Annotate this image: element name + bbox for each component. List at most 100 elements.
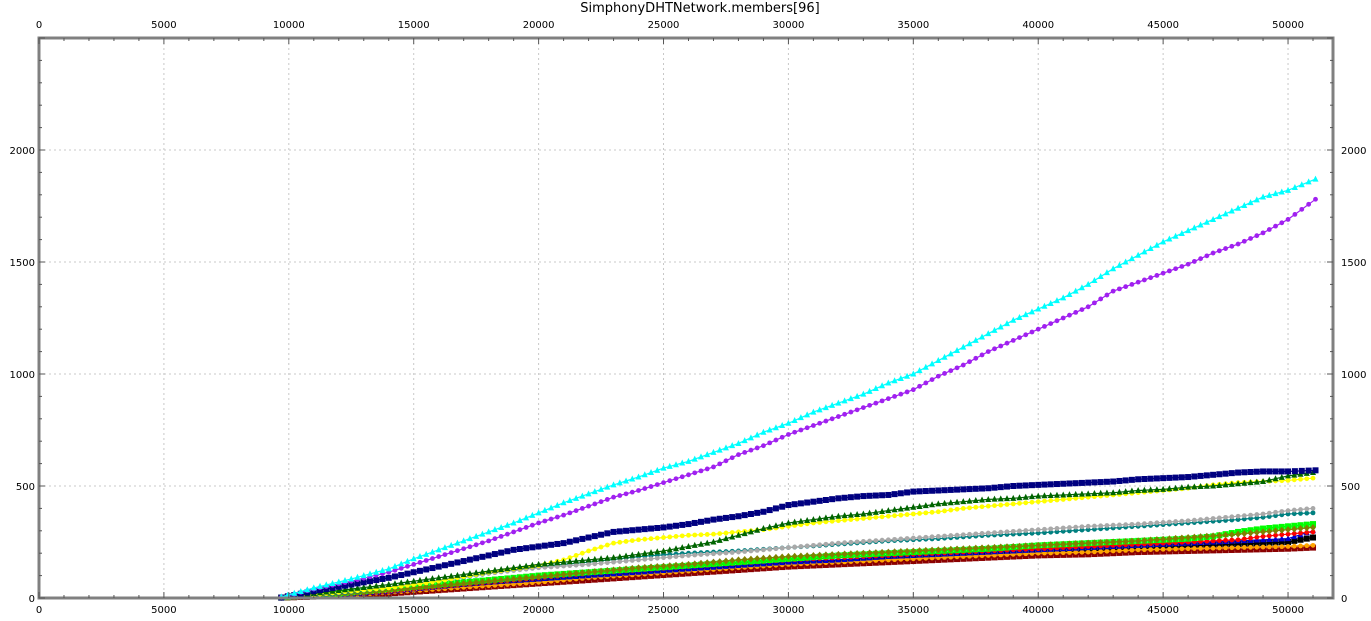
data-point — [823, 418, 829, 424]
data-point — [804, 499, 811, 506]
data-point — [560, 499, 567, 506]
data-point — [979, 504, 985, 510]
data-point — [1266, 544, 1272, 550]
data-point — [529, 511, 536, 518]
data-point — [1241, 536, 1247, 542]
data-point — [891, 506, 898, 513]
data-point — [1203, 542, 1210, 549]
data-point — [698, 552, 704, 557]
data-point — [623, 539, 629, 544]
data-point — [785, 519, 792, 526]
data-point — [498, 565, 505, 572]
data-point — [1172, 534, 1179, 542]
data-point — [1053, 297, 1060, 304]
data-point — [848, 409, 854, 415]
data-point — [604, 542, 610, 548]
data-point — [885, 507, 892, 514]
data-point — [916, 547, 923, 555]
data-point — [1123, 284, 1129, 290]
data-point — [504, 531, 510, 537]
data-point — [761, 443, 766, 449]
x-tick-label-bottom: 25000 — [648, 605, 680, 616]
data-point — [454, 580, 461, 588]
data-point — [1135, 521, 1141, 527]
data-point — [929, 487, 936, 494]
data-point — [1260, 536, 1267, 543]
data-point — [941, 546, 948, 554]
data-point — [666, 562, 673, 570]
data-point — [910, 503, 917, 510]
data-point — [910, 387, 916, 393]
data-point — [1122, 537, 1129, 545]
data-point — [598, 531, 605, 538]
data-point — [529, 522, 535, 528]
data-point — [754, 445, 760, 451]
data-point — [748, 447, 754, 453]
data-point — [1172, 484, 1179, 491]
data-point — [1060, 525, 1066, 531]
data-point — [716, 558, 723, 566]
data-point — [1073, 549, 1079, 555]
data-point — [1091, 539, 1098, 547]
data-point — [679, 521, 686, 528]
data-point — [1110, 522, 1116, 528]
data-point — [979, 352, 985, 358]
x-tick-label-top: 25000 — [648, 20, 680, 31]
data-point — [904, 547, 911, 555]
data-point — [835, 399, 842, 406]
data-point — [1053, 541, 1060, 549]
y-tick-label-right: 2000 — [1341, 146, 1366, 157]
data-point — [673, 545, 680, 552]
data-point — [636, 488, 641, 493]
data-point — [1185, 518, 1191, 524]
data-point — [1210, 215, 1217, 222]
data-point — [598, 485, 605, 492]
data-point — [635, 550, 642, 557]
data-point — [885, 396, 891, 402]
data-point — [711, 464, 716, 470]
data-point — [1291, 507, 1297, 513]
data-point — [1166, 485, 1173, 492]
data-point — [548, 559, 555, 566]
data-point — [511, 529, 517, 535]
data-point — [541, 560, 548, 567]
data-point — [1197, 483, 1204, 490]
data-point — [392, 567, 398, 573]
x-tick-label-bottom: 0 — [36, 605, 42, 616]
data-point — [1028, 493, 1035, 500]
data-point — [485, 567, 492, 574]
data-point — [822, 514, 829, 521]
data-point — [1191, 517, 1197, 523]
data-point — [829, 513, 836, 520]
data-point — [741, 512, 748, 519]
data-point — [1179, 546, 1185, 552]
data-point — [1154, 273, 1160, 278]
data-point — [1185, 227, 1192, 234]
data-point — [804, 552, 811, 560]
data-point — [1035, 492, 1042, 499]
data-point — [1285, 535, 1292, 542]
data-point — [1116, 477, 1123, 484]
data-point — [1216, 531, 1223, 539]
data-point — [1085, 479, 1092, 486]
data-point — [1304, 543, 1310, 549]
data-point — [723, 550, 729, 556]
data-point — [623, 527, 630, 534]
data-point — [1078, 539, 1085, 547]
data-point — [604, 483, 611, 490]
data-point — [692, 470, 698, 476]
data-point — [629, 489, 635, 495]
data-point — [710, 558, 717, 566]
data-point — [960, 486, 967, 493]
data-point — [617, 559, 623, 564]
data-point — [611, 494, 616, 500]
data-point — [1178, 229, 1185, 236]
data-point — [810, 516, 817, 523]
data-point — [1266, 227, 1272, 232]
data-point — [1135, 486, 1142, 493]
data-point — [579, 492, 586, 499]
x-tick-label-bottom: 35000 — [897, 605, 929, 616]
data-point — [1197, 221, 1204, 228]
data-point — [791, 501, 798, 508]
data-point — [1235, 513, 1241, 519]
